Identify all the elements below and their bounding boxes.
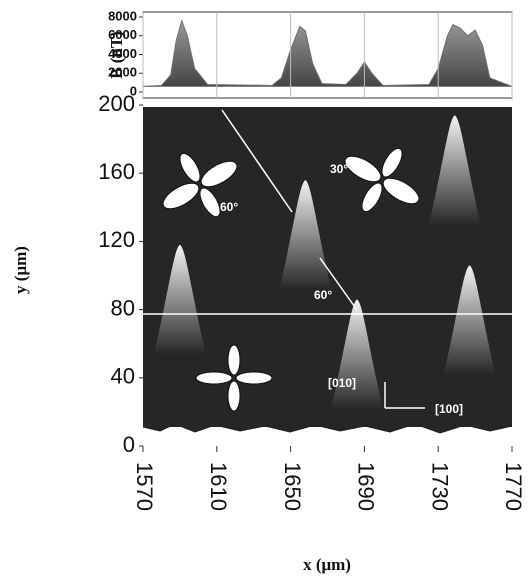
x-tick-label: 1650	[280, 462, 305, 511]
annotation: 60°	[220, 200, 238, 214]
annotation: 60°	[314, 288, 332, 302]
y-tick-label: 0	[123, 432, 135, 457]
y-tick-label: 6000	[108, 27, 137, 42]
y-tick-label: 2000	[108, 65, 137, 80]
x-label: x (μm)	[303, 555, 351, 574]
vortex-peak	[279, 180, 332, 291]
orbital-icons	[162, 147, 420, 412]
x-tick-label: 1570	[132, 462, 157, 511]
x-tick-label: 1730	[427, 462, 452, 511]
y-tick-label: 4000	[108, 46, 137, 61]
x-tick-label: 1610	[206, 462, 231, 511]
top-y-label: B (nT)	[107, 31, 126, 79]
x-tick-label: 1770	[501, 462, 526, 511]
annotation: [100]	[435, 402, 463, 416]
annotation: 30°	[330, 162, 348, 176]
y-label: y (μm)	[11, 246, 30, 294]
y-tick-label: 120	[98, 227, 135, 252]
vortex-peak	[443, 265, 496, 376]
y-tick-label: 40	[111, 364, 135, 389]
y-tick-label: 80	[111, 295, 135, 320]
vortex-peak	[428, 115, 481, 226]
y-tick-label: 160	[98, 159, 135, 184]
guides	[143, 109, 512, 409]
y-tick-label: 200	[98, 91, 135, 116]
y-tick-label: 8000	[108, 8, 137, 23]
profile	[142, 19, 513, 87]
vortex-peak	[331, 299, 384, 410]
vortex-peak	[153, 244, 206, 355]
annotation: [010]	[328, 376, 356, 390]
y-tick-label: 0	[130, 83, 137, 98]
surface-edge	[142, 423, 513, 434]
x-tick-label: 1690	[354, 462, 379, 511]
